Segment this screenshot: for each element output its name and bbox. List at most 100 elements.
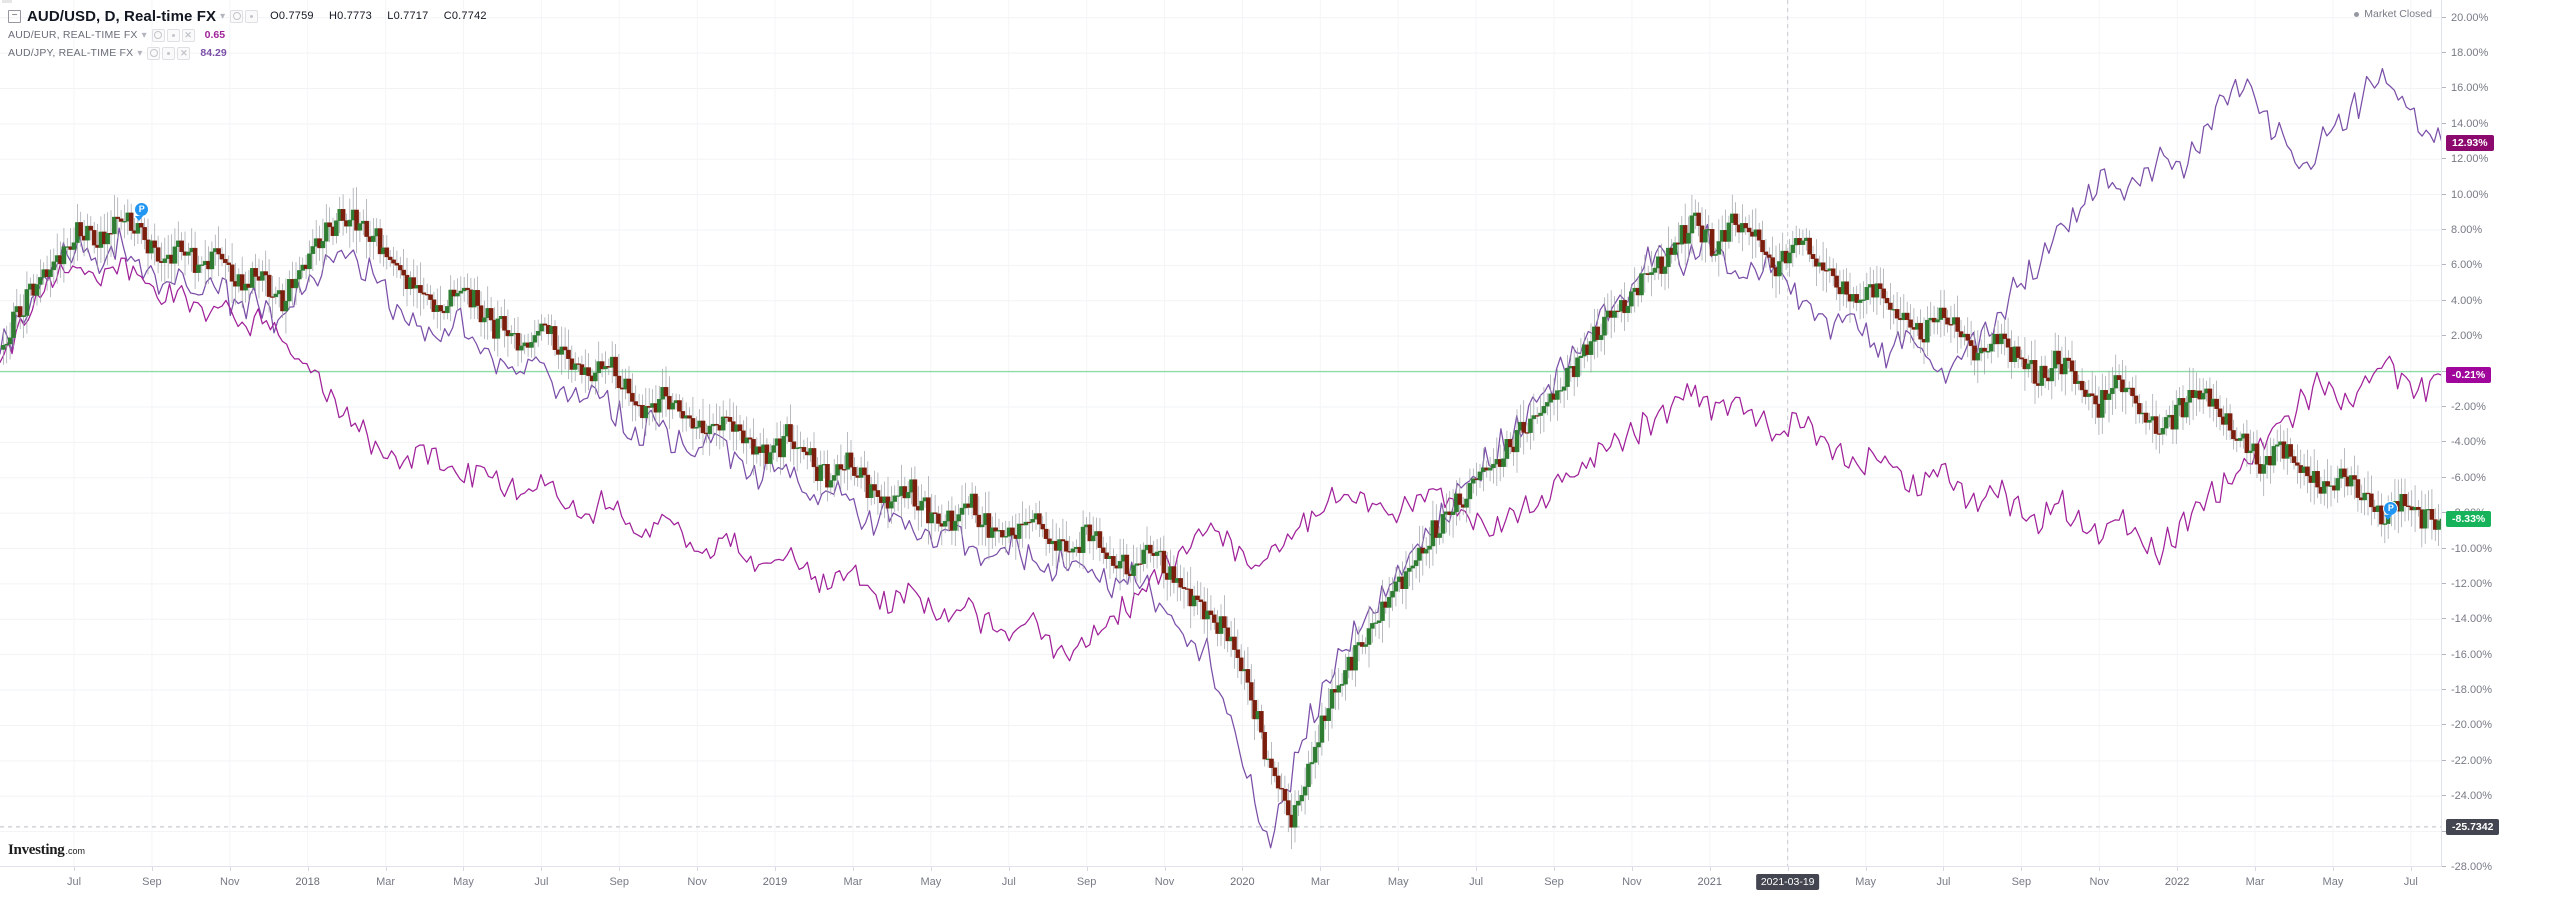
aud-usd-price-badge[interactable]: -8.33%	[2446, 510, 2492, 527]
visibility-icon[interactable]	[147, 46, 161, 60]
candle-body	[1393, 581, 1399, 592]
candle-body	[1575, 357, 1580, 378]
candle-body	[1629, 291, 1634, 307]
candle-body	[223, 258, 228, 264]
crosshair-price-badge[interactable]: -25.7342	[2446, 818, 2500, 835]
time-axis[interactable]: Jul Sep Nov 2018 Mar May Jul Sep Nov 2019 Mar May Ju…	[0, 866, 2442, 909]
candle-body	[552, 326, 558, 350]
candle-body	[1955, 317, 1960, 332]
time-tick-label: Mar	[376, 876, 396, 888]
candle-body	[1016, 523, 1022, 539]
price-tick-label: -16.00%	[2451, 648, 2492, 661]
time-tick-label: Nov	[220, 876, 240, 888]
candle-body	[892, 495, 898, 502]
candle-body	[1137, 563, 1143, 565]
legend-row-aud-jpy[interactable]: AUD/JPY, REAL-TIME FX ▾ ✕ 84.29	[8, 44, 499, 62]
time-tick-label: May	[920, 876, 942, 888]
market-status: Market Closed	[2354, 8, 2432, 20]
candle-body	[2237, 438, 2243, 441]
aud-eur-symbol-label[interactable]: AUD/EUR, REAL-TIME FX	[8, 29, 138, 41]
candle-body	[986, 513, 992, 538]
candle-body	[1578, 355, 1584, 358]
candle-body	[219, 253, 225, 260]
candle-body	[48, 269, 53, 277]
candle-body	[2062, 357, 2068, 375]
candle-body	[1467, 483, 1473, 500]
legend-row-main[interactable]: − AUD/USD, D, Real-time FX ▾ O0.7759 H0.…	[8, 6, 499, 26]
close-icon[interactable]: ✕	[181, 28, 195, 42]
main-symbol-label[interactable]: AUD/USD, D, Real-time FX	[27, 7, 217, 25]
candle-body	[488, 308, 494, 321]
marker-tail	[135, 215, 144, 221]
aud-eur-price-badge[interactable]: -0.21%	[2446, 367, 2492, 384]
candle-body	[1844, 281, 1849, 295]
candle-body	[2379, 505, 2384, 525]
candle-body	[989, 527, 995, 538]
visibility-icon[interactable]	[230, 9, 244, 23]
aud-jpy-symbol-label[interactable]: AUD/JPY, REAL-TIME FX	[8, 47, 134, 59]
candle-body	[1884, 297, 1890, 304]
candle-body	[2261, 464, 2267, 474]
candle-body	[2429, 509, 2435, 520]
visibility-icon[interactable]	[151, 28, 165, 42]
candle-body	[1988, 343, 1994, 352]
candle-body	[1090, 535, 1096, 542]
aud-jpy-price-badge[interactable]: 12.93%	[2446, 134, 2494, 151]
candle-body	[1279, 787, 1284, 790]
collapse-icon[interactable]: −	[8, 9, 21, 23]
crosshair-date-badge[interactable]: 2021-03-19	[1755, 874, 1820, 890]
chevron-down-icon[interactable]: ▾	[137, 47, 143, 59]
candle-body	[1339, 683, 1345, 686]
candle-body	[687, 415, 692, 419]
candle-body	[34, 284, 40, 296]
candle-body	[1080, 526, 1086, 553]
candle-body	[1602, 316, 1607, 336]
candle-body	[1625, 305, 1631, 314]
candle-body	[411, 277, 417, 289]
close-icon[interactable]: ✕	[177, 46, 191, 60]
candle-body	[720, 416, 726, 431]
candle-body	[1201, 601, 1207, 620]
candle-body	[1087, 524, 1093, 542]
chart-marker-pin-right[interactable]: P	[2383, 500, 2399, 520]
candle-body	[357, 223, 363, 231]
settings-icon[interactable]	[166, 28, 180, 42]
candle-body	[1528, 418, 1533, 433]
price-axis[interactable]: 20.00% 18.00% 16.00% 14.00% 12.00% 10.00% 8.00…	[2441, 0, 2560, 873]
series-candles-aud-usd	[1, 187, 2442, 850]
legend-row-aud-eur[interactable]: AUD/EUR, REAL-TIME FX ▾ ✕ 0.65	[8, 26, 499, 44]
tick-dash	[229, 867, 231, 871]
candle-body	[1716, 241, 1722, 255]
candle-body	[1040, 523, 1046, 530]
candle-body	[1366, 628, 1372, 645]
candle-body	[747, 437, 753, 440]
candle-body	[663, 387, 669, 397]
candle-body	[2015, 346, 2021, 358]
candle-body	[347, 219, 353, 227]
candle-body	[2271, 446, 2277, 466]
chart-canvas[interactable]	[0, 0, 2442, 867]
chevron-down-icon[interactable]: ▾	[141, 29, 147, 41]
candle-body	[848, 452, 854, 468]
candle-body	[1935, 319, 1940, 323]
candle-body	[1030, 519, 1035, 523]
candle-body	[1524, 432, 1530, 434]
candle-body	[1696, 212, 1701, 226]
candle-body	[1588, 341, 1594, 355]
candle-body	[1941, 307, 1947, 319]
tick-dash	[1008, 867, 1010, 871]
candle-body	[2019, 357, 2024, 360]
settings-icon[interactable]	[245, 9, 259, 23]
tick-dash	[463, 867, 465, 871]
candle-body	[1756, 229, 1762, 241]
chevron-down-icon[interactable]: ▾	[220, 10, 226, 22]
candle-body	[539, 323, 544, 332]
chart-marker-pin-left[interactable]: P	[134, 201, 150, 221]
tick-dash	[1164, 867, 1166, 871]
candle-body	[495, 318, 501, 339]
settings-icon[interactable]	[162, 46, 176, 60]
candle-body	[2153, 416, 2159, 434]
candle-body	[566, 349, 571, 359]
candle-body	[825, 464, 830, 488]
